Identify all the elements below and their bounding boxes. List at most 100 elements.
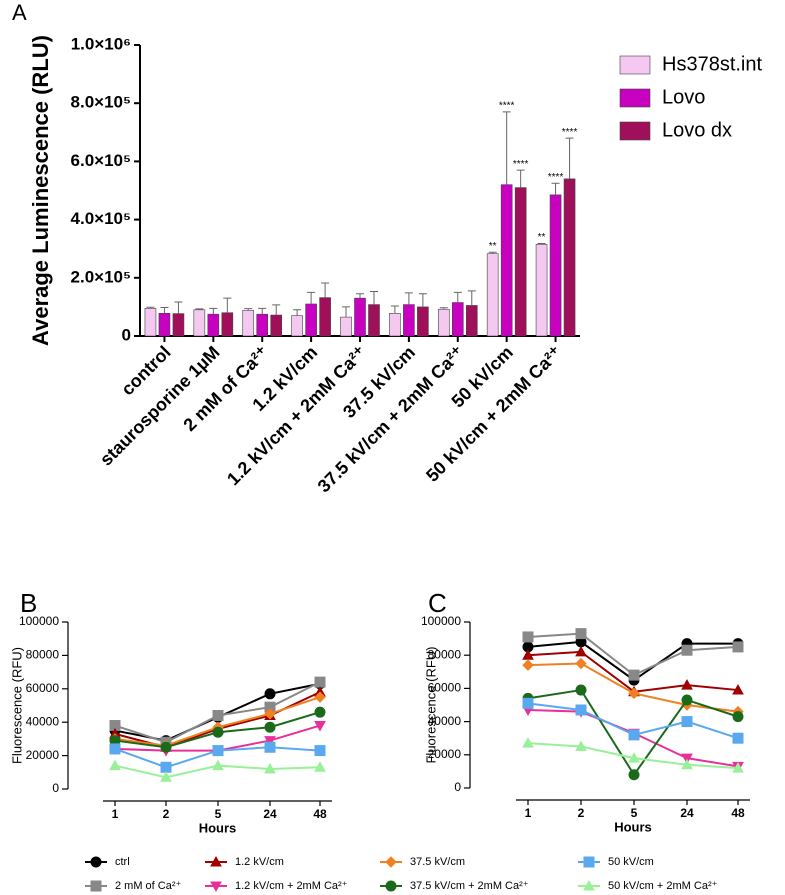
error-bar: [516, 169, 525, 188]
legend-swatch: [619, 55, 651, 75]
y-tick-label: 4.0×10⁵: [71, 209, 131, 228]
y-tick-label: 80000: [26, 648, 60, 662]
marker: [732, 711, 744, 723]
y-tick-label: 1.0×10⁶: [71, 34, 131, 53]
legend-label: 50 kV/cm + 2mM Ca²⁺: [608, 880, 718, 892]
panel-letter: A: [12, 0, 27, 25]
y-axis-label: Average Luminescence (RLU): [28, 35, 53, 346]
error-bar: [439, 307, 448, 310]
error-bar: [146, 306, 155, 309]
bar: [193, 309, 206, 337]
marker: [522, 737, 534, 748]
y-tick-label: 60000: [26, 681, 60, 695]
marker: [583, 856, 595, 868]
bar: [437, 308, 450, 337]
marker: [160, 771, 172, 782]
bar: [305, 303, 317, 337]
marker: [90, 880, 102, 892]
y-tick-label: 6.0×10⁵: [71, 151, 131, 170]
y-tick-label: 80000: [428, 647, 462, 661]
marker: [90, 856, 102, 868]
marker: [109, 743, 121, 755]
marker: [314, 745, 326, 757]
marker: [732, 684, 744, 695]
error-bar: [195, 308, 204, 310]
bar: [403, 304, 415, 337]
marker: [264, 741, 276, 753]
y-tick-label: 20000: [26, 748, 60, 762]
significance-label: ****: [562, 127, 578, 138]
legend-label: 37.5 kV/cm: [410, 856, 465, 868]
marker: [575, 740, 587, 751]
marker: [681, 694, 693, 706]
x-tick-label: 1: [525, 806, 532, 820]
y-tick-label: 40000: [428, 714, 462, 728]
marker: [314, 676, 326, 688]
marker: [681, 716, 693, 728]
marker: [732, 732, 744, 744]
marker: [522, 649, 534, 660]
error-bar: [356, 293, 364, 299]
legend-swatch: [619, 121, 651, 141]
error-bar: [293, 309, 302, 316]
x-axis-label: Hours: [614, 819, 652, 834]
legend-label: Lovo dx: [662, 119, 732, 141]
y-tick-label: 100000: [19, 614, 59, 628]
marker: [109, 759, 121, 771]
error-bar: [502, 111, 511, 185]
legend-label: 50 kV/cm: [608, 856, 654, 868]
panel-letter: B: [20, 588, 37, 618]
marker: [212, 745, 224, 757]
bar: [270, 314, 283, 337]
marker: [264, 762, 276, 774]
marker: [732, 762, 744, 773]
error-bar: [160, 306, 169, 314]
error-bar: [404, 292, 413, 305]
series-line: [527, 632, 739, 677]
x-tick-label: 2: [163, 807, 170, 821]
significance-label: ****: [548, 172, 564, 183]
x-tick-label: 5: [215, 807, 222, 821]
error-bar: [174, 301, 183, 314]
y-tick-label: 2.0×10⁵: [71, 267, 131, 286]
bar: [354, 297, 366, 337]
marker: [575, 704, 587, 716]
bar: [535, 244, 548, 337]
marker: [575, 645, 587, 657]
significance-label: ****: [499, 101, 515, 112]
bar: [549, 194, 562, 337]
x-tick-label: 24: [263, 807, 277, 821]
legend-label: 2 mM of Ca²⁺: [115, 880, 182, 892]
error-bar: [390, 305, 399, 314]
marker: [628, 669, 640, 681]
marker: [522, 631, 534, 643]
marker: [385, 856, 397, 868]
marker: [681, 753, 693, 765]
marker: [314, 706, 326, 718]
bar: [207, 313, 220, 337]
legend-swatch: [619, 88, 651, 108]
legend-label: 1.2 kV/cm + 2mM Ca²⁺: [235, 880, 348, 892]
error-bar: [565, 137, 574, 179]
y-tick-label: 100000: [421, 614, 461, 628]
x-tick-label: 24: [680, 806, 694, 820]
error-bar: [488, 251, 497, 254]
bar: [242, 310, 255, 337]
bar: [368, 304, 380, 337]
marker: [314, 761, 326, 772]
bar: [451, 302, 464, 337]
bar: [340, 316, 352, 337]
error-bar: [467, 290, 476, 306]
x-tick-label: 2: [578, 806, 585, 820]
marker: [575, 628, 587, 640]
marker: [264, 721, 276, 733]
significance-label: **: [489, 241, 497, 252]
legend-label: ctrl: [115, 856, 130, 868]
marker: [575, 657, 587, 670]
legend-label: 1.2 kV/cm: [235, 856, 284, 868]
bar: [514, 187, 527, 337]
y-tick-label: 0: [454, 780, 461, 794]
marker: [314, 721, 326, 732]
bar: [291, 315, 303, 337]
marker: [210, 855, 222, 867]
